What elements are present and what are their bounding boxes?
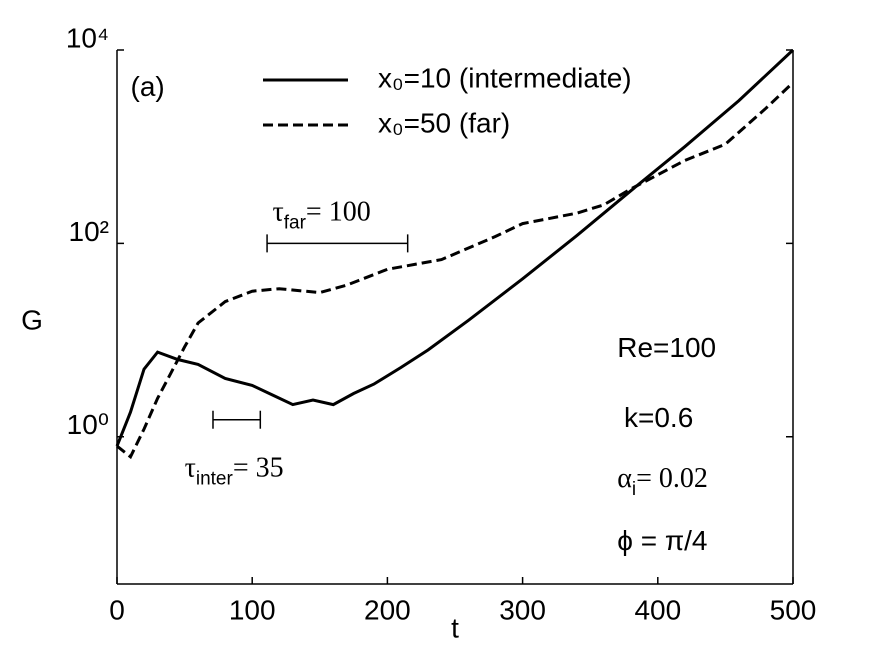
annotation-symbol: τ <box>185 453 196 484</box>
line-series <box>116 81 795 460</box>
x-axis-label: t <box>451 612 459 643</box>
x-tick-label: 200 <box>364 594 411 625</box>
annotation-sub: inter <box>196 468 234 489</box>
annotation: αi= 0.02 <box>617 463 708 500</box>
annotation-symbol: τ <box>272 197 283 228</box>
annotation-rest: = 35 <box>233 453 284 484</box>
y-tick-label: 10⁰ <box>67 409 109 440</box>
legend-label: x₀=50 (far) <box>378 107 510 138</box>
line-series <box>115 48 795 447</box>
y-tick-label: 10⁴ <box>66 22 109 53</box>
annotation-sub: i <box>632 479 636 500</box>
annotation: τfar= 100 <box>272 197 370 234</box>
x-tick-label: 500 <box>770 594 817 625</box>
annotation-rest: = 0.02 <box>636 463 708 494</box>
annotation-sub: far <box>284 212 307 233</box>
x-tick-label: 400 <box>634 594 681 625</box>
annotation: Re=100 <box>617 332 716 363</box>
annotation: k=0.6 <box>624 402 693 433</box>
y-axis-label: G <box>21 304 43 335</box>
x-tick-label: 300 <box>499 594 546 625</box>
x-tick-label: 0 <box>109 594 125 625</box>
annotation-rest: = 100 <box>306 197 371 228</box>
annotation-symbol: α <box>617 463 632 494</box>
legend-label: x₀=10 (intermediate) <box>378 62 632 93</box>
annotation: (a) <box>131 71 165 102</box>
x-tick-label: 100 <box>229 594 276 625</box>
annotation: τinter= 35 <box>185 453 284 490</box>
annotation: ϕ = π/4 <box>617 525 707 556</box>
y-tick-label: 10² <box>69 216 109 247</box>
